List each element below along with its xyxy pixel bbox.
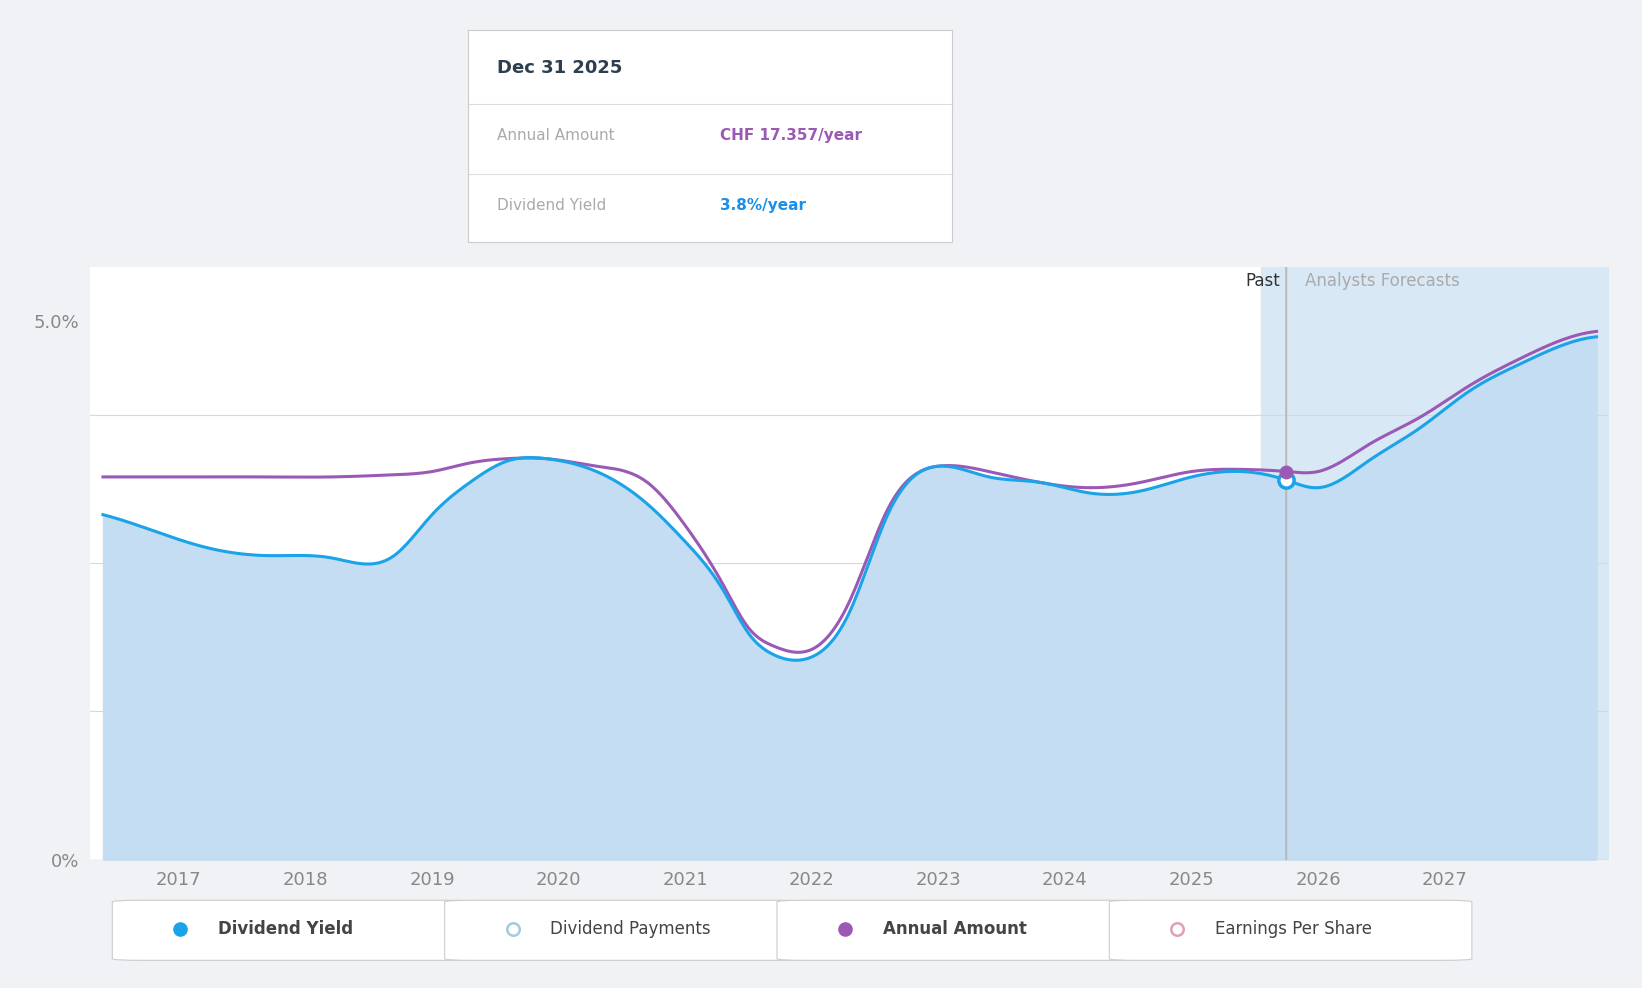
Text: Earnings Per Share: Earnings Per Share [1215, 920, 1373, 938]
Text: Dividend Yield: Dividend Yield [218, 920, 353, 938]
Text: 3.8%/year: 3.8%/year [719, 199, 806, 213]
Text: Analysts Forecasts: Analysts Forecasts [1305, 272, 1460, 289]
Text: CHF 17.357/year: CHF 17.357/year [719, 128, 862, 143]
Bar [1261, 267, 1609, 860]
Text: Dividend Yield: Dividend Yield [498, 199, 606, 213]
Text: Past: Past [1245, 272, 1281, 289]
Text: Annual Amount: Annual Amount [883, 920, 1026, 938]
FancyBboxPatch shape [1110, 900, 1471, 960]
FancyBboxPatch shape [445, 900, 808, 960]
Text: Dec 31 2025: Dec 31 2025 [498, 59, 622, 77]
FancyBboxPatch shape [777, 900, 1140, 960]
Text: Dividend Payments: Dividend Payments [550, 920, 711, 938]
FancyBboxPatch shape [112, 900, 475, 960]
Text: Annual Amount: Annual Amount [498, 128, 614, 143]
